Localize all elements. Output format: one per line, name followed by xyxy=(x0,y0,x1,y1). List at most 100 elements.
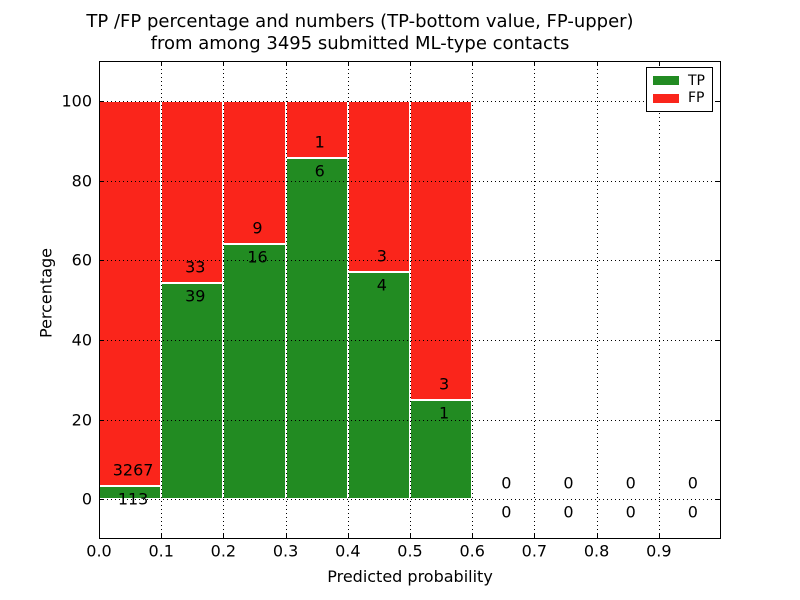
y-tick-left xyxy=(99,340,104,342)
legend-item-fp: FP xyxy=(653,91,706,105)
x-tick-bottom xyxy=(410,534,412,539)
gridline-vertical xyxy=(410,61,411,539)
y-tick-right xyxy=(716,499,721,501)
x-tick-bottom xyxy=(472,534,474,539)
bar-count-tp: 0 xyxy=(563,502,574,522)
x-tick-label: 0.9 xyxy=(646,541,672,561)
legend-label-tp: TP xyxy=(688,72,705,89)
legend-swatch-fp xyxy=(653,93,679,103)
bar-count-fp: 0 xyxy=(625,473,636,493)
gridline-vertical xyxy=(348,61,349,539)
x-tick-top xyxy=(659,61,661,66)
x-tick-bottom xyxy=(659,534,661,539)
bar-count-tp: 0 xyxy=(687,502,698,522)
bar-count-tp: 6 xyxy=(314,161,325,181)
y-tick-left xyxy=(99,499,104,501)
x-tick-top xyxy=(223,61,225,66)
legend-item-tp: TP xyxy=(653,74,706,88)
y-tick-left xyxy=(99,260,104,262)
chart-title-line1: TP /FP percentage and numbers (TP-bottom… xyxy=(86,11,634,32)
y-tick-right xyxy=(716,101,721,103)
gridline-vertical xyxy=(161,61,162,539)
chart-title: TP /FP percentage and numbers (TP-bottom… xyxy=(86,11,633,55)
bar-fp-segment xyxy=(286,100,348,158)
bar-fp-segment xyxy=(410,100,472,400)
y-tick-right xyxy=(716,181,721,183)
bar-fp-segment xyxy=(99,100,161,486)
bar-count-fp: 0 xyxy=(563,473,574,493)
bar-count-tp: 39 xyxy=(185,286,206,306)
gridline-vertical xyxy=(223,61,224,539)
bar-count-fp: 0 xyxy=(687,473,698,493)
bar-count-fp: 9 xyxy=(252,218,263,238)
chart-title-line2: from among 3495 submitted ML-type contac… xyxy=(150,33,570,54)
bar-count-fp: 0 xyxy=(501,473,512,493)
y-tick-left xyxy=(99,420,104,422)
y-tick-right xyxy=(716,340,721,342)
x-tick-bottom xyxy=(99,534,101,539)
legend: TP FP xyxy=(646,67,713,112)
x-tick-label: 0.1 xyxy=(148,541,174,561)
y-tick-right xyxy=(716,420,721,422)
plot-area: 3267 113 33 39 9 16 1 6 3 4 3 1 0 0 0 0 0 0 0 0 xyxy=(99,61,721,539)
bar-count-tp: 1 xyxy=(439,403,450,423)
x-tick-label: 0.4 xyxy=(335,541,361,561)
x-tick-top xyxy=(161,61,163,66)
y-tick-label: 100 xyxy=(61,91,92,111)
gridline-horizontal xyxy=(99,420,721,421)
x-tick-bottom xyxy=(534,534,536,539)
x-tick-label: 0.3 xyxy=(272,541,299,561)
bar-tp-segment xyxy=(286,157,348,500)
y-tick-label: 40 xyxy=(71,330,92,350)
bar-count-tp: 16 xyxy=(247,247,268,267)
bar-tp-segment xyxy=(161,283,223,500)
y-tick-left xyxy=(99,101,104,103)
gridline-horizontal xyxy=(99,340,721,341)
x-tick-bottom xyxy=(348,534,350,539)
gridline-vertical xyxy=(286,61,287,539)
bar-count-tp: 113 xyxy=(117,489,149,509)
x-tick-bottom xyxy=(286,534,288,539)
bar-fp-segment xyxy=(223,100,286,245)
x-tick-label: 0.5 xyxy=(397,541,423,561)
gridline-horizontal xyxy=(99,260,721,261)
x-tick-bottom xyxy=(597,534,599,539)
gridline-vertical xyxy=(659,61,660,539)
bar-count-fp: 3 xyxy=(376,246,387,266)
x-tick-label: 0.7 xyxy=(521,541,548,561)
bar-count-tp: 4 xyxy=(376,275,387,295)
x-tick-label: 0.6 xyxy=(459,541,485,561)
bar-count-tp: 0 xyxy=(625,502,636,522)
x-tick-label: 0.0 xyxy=(86,541,112,561)
x-tick-bottom xyxy=(223,534,225,539)
y-tick-right xyxy=(716,260,721,262)
y-tick-label: 80 xyxy=(71,171,92,190)
bar-count-fp: 33 xyxy=(185,257,206,277)
gridline-horizontal xyxy=(99,499,721,500)
x-tick-bottom xyxy=(161,534,163,539)
bar-fp-segment xyxy=(348,100,410,272)
x-tick-top xyxy=(286,61,288,66)
y-tick-left xyxy=(99,181,104,183)
legend-label-fp: FP xyxy=(688,90,705,107)
x-tick-label: 0.8 xyxy=(583,541,610,561)
bar-count-fp: 3 xyxy=(439,374,450,394)
x-axis-label: Predicted probability xyxy=(327,567,493,586)
x-tick-top xyxy=(472,61,474,66)
bar-count-tp: 0 xyxy=(501,502,512,522)
x-tick-top xyxy=(99,61,101,66)
x-tick-top xyxy=(410,61,412,66)
x-tick-top xyxy=(348,61,350,66)
bar-fp-segment xyxy=(161,100,223,284)
legend-swatch-tp xyxy=(653,76,679,86)
bar-tp-segment xyxy=(348,271,410,500)
x-tick-top xyxy=(597,61,599,66)
y-tick-label: 60 xyxy=(71,250,92,270)
y-tick-label: 20 xyxy=(71,410,92,429)
x-tick-top xyxy=(534,61,536,66)
bar-tp-segment xyxy=(223,244,286,500)
gridline-horizontal xyxy=(99,181,721,182)
gridline-vertical xyxy=(534,61,535,539)
y-tick-label: 0 xyxy=(81,489,92,509)
